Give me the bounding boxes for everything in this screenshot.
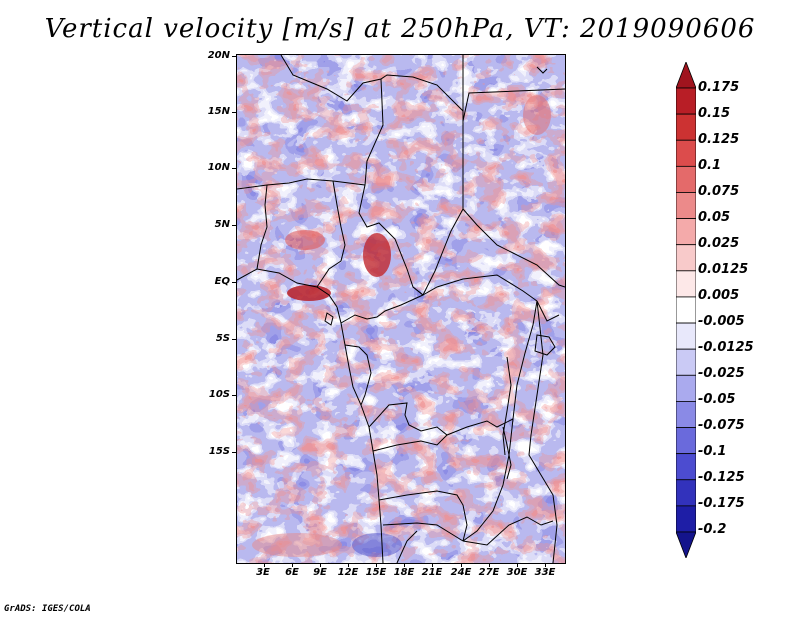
colorbar-segment — [676, 270, 696, 298]
lat-label-5n: 5N — [214, 219, 230, 230]
colorbar-max-triangle — [676, 62, 696, 89]
lon-tick — [376, 563, 377, 567]
lat-label-eq: EQ — [214, 276, 230, 287]
lat-label-5s: 5S — [215, 333, 230, 344]
colorbar-label: 0.05 — [698, 210, 731, 225]
grads-credit: GrADS: IGES/COLA — [4, 604, 91, 614]
lat-tick — [232, 282, 236, 283]
lon-label-6e: 6E — [285, 567, 299, 578]
colorbar-label: -0.005 — [698, 314, 745, 329]
colorbar-label: 0.075 — [698, 184, 740, 199]
colorbar-segment — [676, 505, 696, 533]
colorbar-label: 0.15 — [698, 106, 731, 121]
colorbar-label: -0.1 — [698, 444, 727, 459]
velocity-field-map — [237, 55, 565, 563]
lon-tick — [432, 563, 433, 567]
lon-label-12e: 12E — [337, 567, 359, 578]
colorbar-label: -0.2 — [698, 522, 727, 537]
lat-tick — [232, 395, 236, 396]
colorbar-segment — [676, 87, 696, 115]
lon-label-3e: 3E — [256, 567, 270, 578]
lat-tick — [232, 56, 236, 57]
lat-tick — [232, 168, 236, 169]
colorbar-min-triangle — [676, 531, 696, 558]
colorbar-segment — [676, 244, 696, 272]
colorbar-label: 0.125 — [698, 132, 740, 147]
colorbar-label: 0.0125 — [698, 262, 749, 277]
colorbar-label: -0.0125 — [698, 340, 754, 355]
lon-tick — [292, 563, 293, 567]
lon-label-24e: 24E — [450, 567, 472, 578]
lon-label-27e: 27E — [478, 567, 500, 578]
lat-tick — [232, 225, 236, 226]
colorbar-label: -0.05 — [698, 392, 736, 407]
colorbar — [676, 62, 696, 558]
lon-label-18e: 18E — [393, 567, 415, 578]
colorbar-label: 0.025 — [698, 236, 740, 251]
lat-label-15s: 15S — [208, 446, 230, 457]
colorbar-segment — [676, 401, 696, 428]
lon-label-15e: 15E — [365, 567, 387, 578]
lon-tick — [489, 563, 490, 567]
colorbar-segment — [676, 296, 696, 324]
lat-tick — [232, 339, 236, 340]
colorbar-segment — [676, 165, 696, 193]
colorbar-segment — [676, 427, 696, 455]
lat-label-10n: 10N — [207, 162, 230, 173]
lon-tick — [461, 563, 462, 567]
lon-tick — [545, 563, 546, 567]
colorbar-label: 0.1 — [698, 158, 722, 173]
colorbar-label: 0.005 — [698, 288, 740, 303]
lat-tick — [232, 112, 236, 113]
colorbar-segment — [676, 453, 696, 481]
lat-label-10s: 10S — [208, 389, 230, 400]
lon-tick — [348, 563, 349, 567]
lon-label-33e: 33E — [534, 567, 556, 578]
colorbar-label: -0.125 — [698, 470, 745, 485]
lat-label-20n: 20N — [207, 50, 230, 61]
lon-tick — [517, 563, 518, 567]
lon-tick — [264, 563, 265, 567]
colorbar-label: -0.075 — [698, 418, 745, 433]
colorbar-segment — [676, 218, 696, 246]
colorbar-segment — [676, 348, 696, 376]
colorbar-segment — [676, 479, 696, 507]
lat-tick — [232, 452, 236, 453]
colorbar-segment — [676, 192, 696, 219]
lon-tick — [320, 563, 321, 567]
map-panel — [236, 54, 566, 564]
lon-label-9e: 9E — [313, 567, 327, 578]
lon-label-21e: 21E — [421, 567, 443, 578]
lon-label-30e: 30E — [506, 567, 528, 578]
colorbar-label: -0.025 — [698, 366, 745, 381]
map-title: Vertical velocity [m/s] at 250hPa, VT: 2… — [44, 14, 756, 44]
colorbar-label: 0.175 — [698, 80, 740, 95]
colorbar-segment — [676, 322, 696, 350]
lat-label-15n: 15N — [207, 106, 230, 117]
colorbar-label: -0.175 — [698, 496, 745, 511]
lon-tick — [404, 563, 405, 567]
colorbar-segment — [676, 113, 696, 141]
colorbar-segment — [676, 374, 696, 402]
colorbar-segment — [676, 139, 696, 167]
